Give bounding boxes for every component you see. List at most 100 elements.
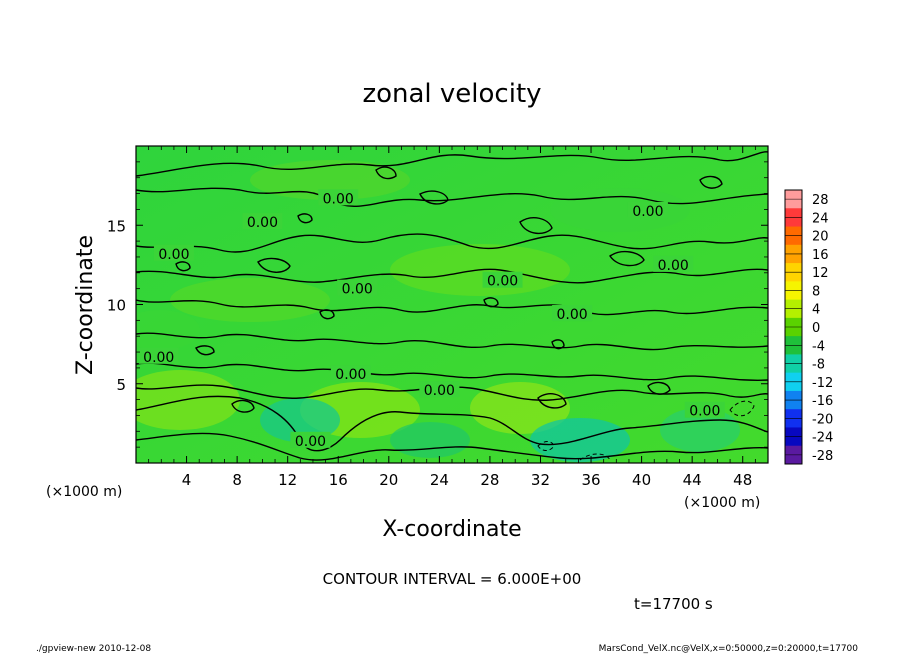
contour-lines xyxy=(136,151,768,461)
contour-line xyxy=(419,190,449,205)
colorbar-label: -20 xyxy=(812,412,833,427)
contour-label-bg xyxy=(627,201,668,218)
colorbar-label: -24 xyxy=(812,431,833,446)
contour-line xyxy=(297,213,313,224)
colorbar-label: 4 xyxy=(812,303,820,318)
contour-label: 0.00 xyxy=(556,307,587,323)
y-ticks: 5 10 15 xyxy=(107,161,768,448)
contour-line xyxy=(551,339,565,350)
contour-line xyxy=(136,151,768,177)
contour-line xyxy=(647,381,671,395)
contour-line xyxy=(319,309,335,320)
colorbar-label: 20 xyxy=(812,230,829,245)
shade-blob xyxy=(550,188,690,232)
x-tick-label: 44 xyxy=(683,471,702,489)
contour-label-bg xyxy=(290,431,331,448)
contour-line xyxy=(136,187,768,207)
x-tick-label: 12 xyxy=(278,471,297,489)
x-tick-label: 20 xyxy=(379,471,398,489)
contour-line xyxy=(195,345,215,356)
colorbar-label: 12 xyxy=(812,266,829,281)
contour-label-bg xyxy=(330,365,371,382)
x-tick-label: 28 xyxy=(480,471,499,489)
contour-label: 0.00 xyxy=(689,404,720,420)
x-tick-label: 16 xyxy=(329,471,348,489)
contour-line xyxy=(136,268,768,284)
colorbar-label: -4 xyxy=(812,339,825,354)
colorbar-label: -12 xyxy=(812,376,833,391)
colorbar-label: 24 xyxy=(812,211,829,226)
colorbar-label: 0 xyxy=(812,321,820,336)
contour-label-bg xyxy=(337,279,378,296)
contour-line xyxy=(136,384,768,401)
x-unit-right: (×1000 m) xyxy=(684,495,760,511)
contour-label: 0.00 xyxy=(158,247,189,263)
shade-blob xyxy=(260,398,340,442)
shade-blob xyxy=(390,422,470,458)
colorbar-label: -16 xyxy=(812,394,833,409)
contour-line xyxy=(375,166,397,180)
contour-label-bg xyxy=(318,189,359,206)
contour-label-bg xyxy=(242,213,283,230)
footer-right: MarsCond_VelX.nc@VelX,x=0:50000,z=0:2000… xyxy=(599,644,859,654)
dashed-contour xyxy=(729,400,755,417)
contour-label: 0.00 xyxy=(658,258,689,274)
shade-blob xyxy=(170,278,330,322)
contour-line xyxy=(136,233,768,253)
x-tick-label: 24 xyxy=(430,471,449,489)
contour-label: 0.00 xyxy=(632,204,663,220)
contour-label-bg xyxy=(653,255,694,272)
contour-line xyxy=(136,332,768,351)
contour-label: 0.00 xyxy=(335,367,366,383)
contour-label-bg xyxy=(419,381,460,398)
colorbar-label: -28 xyxy=(812,449,833,464)
contour-line xyxy=(231,399,255,413)
contour-line xyxy=(537,393,567,409)
colorbar-label: 8 xyxy=(812,284,820,299)
contour-line xyxy=(136,395,768,452)
x-tick-label: 32 xyxy=(531,471,550,489)
y-tick-label: 5 xyxy=(116,376,126,394)
contour-label: 0.00 xyxy=(424,383,455,399)
contour-label: 0.00 xyxy=(342,282,373,298)
y-tick-label: 10 xyxy=(107,297,126,315)
x-tick-label: 36 xyxy=(581,471,600,489)
x-axis-label: X-coordinate xyxy=(382,517,521,542)
contour-line xyxy=(175,261,191,272)
x-tick-label: 40 xyxy=(632,471,651,489)
contour-line xyxy=(257,257,291,273)
colorbar-label: -8 xyxy=(812,358,825,373)
footer-left: ./gpview-new 2010-12-08 xyxy=(36,644,151,654)
negative-contours xyxy=(537,400,755,461)
x-ticks: 4 8 12 16 20 24 28 32 36 40 44 48 xyxy=(148,146,756,489)
shade-blob xyxy=(136,310,200,350)
colorbar-label: 28 xyxy=(812,193,829,208)
contour-line xyxy=(136,299,768,316)
contour-labels: 0.00 0.00 0.00 0.00 0.00 0.00 0.00 0.00 0.00 0.00… xyxy=(138,189,725,450)
x-tick-label: 8 xyxy=(232,471,242,489)
contour-line xyxy=(519,217,553,235)
chart-title: zonal velocity xyxy=(362,79,541,109)
time-text: t=17700 s xyxy=(634,595,713,613)
contour-label: 0.00 xyxy=(323,191,354,207)
dashed-contour xyxy=(579,453,611,461)
contour-line xyxy=(699,175,723,189)
velocity-field: 0.00 0.00 0.00 0.00 0.00 0.00 0.00 0.00 0.00 0.00… xyxy=(136,146,768,463)
contour-label-bg xyxy=(482,271,523,288)
colorbar: 28 24 20 16 12 8 4 0 -4 -8 -12 -16 -20 -24 -28 xyxy=(784,189,833,465)
contour-line xyxy=(136,432,768,461)
shade-blob xyxy=(660,408,740,452)
contour-line xyxy=(609,250,645,267)
x-unit-left: (×1000 m) xyxy=(46,484,122,500)
contour-interval-text: CONTOUR INTERVAL = 6.000E+00 xyxy=(323,570,582,588)
contour-label: 0.00 xyxy=(143,350,174,366)
contour-label-bg xyxy=(153,244,194,261)
contour-label: 0.00 xyxy=(487,274,518,290)
y-tick-label: 15 xyxy=(107,217,126,235)
contour-label: 0.00 xyxy=(247,215,278,231)
y-axis-label: Z-coordinate xyxy=(73,235,98,375)
x-tick-label: 4 xyxy=(182,471,192,489)
x-tick-label: 48 xyxy=(733,471,752,489)
